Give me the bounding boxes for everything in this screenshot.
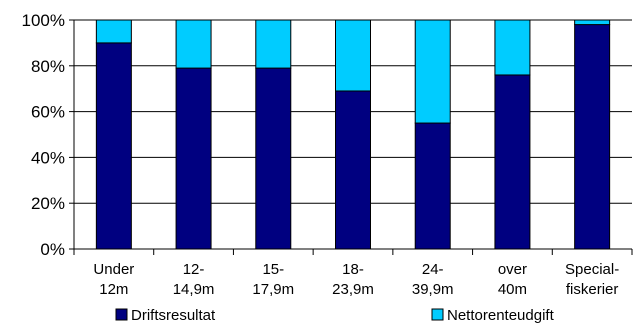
x-tick-label: 24- <box>422 261 444 278</box>
x-tick-label: 39,9m <box>412 281 454 298</box>
legend-swatch <box>431 308 444 321</box>
bar-driftsresultat <box>95 42 132 250</box>
x-tick-label: Special- <box>565 261 619 278</box>
y-tick-label: 60% <box>31 103 65 122</box>
bar-driftsresultat <box>574 24 611 250</box>
x-tick-label: fiskerier <box>566 281 619 298</box>
bar-nettorenteudgift <box>494 19 531 76</box>
x-tick-label: 12m <box>99 281 128 298</box>
y-tick-label: 100% <box>22 11 65 30</box>
x-tick-labels: Under 12m 12- 14,9m 15- 17,9m 18- 23,9m 24- 39,9m… <box>93 261 619 298</box>
bar-nettorenteudgift <box>574 19 611 26</box>
x-tick-label: Under <box>93 261 134 278</box>
y-tick-label: 0% <box>40 240 65 259</box>
bars <box>95 19 611 250</box>
legend-swatch <box>115 308 128 321</box>
x-tick-label: 15- <box>262 261 284 278</box>
bar-nettorenteudgift <box>95 19 132 44</box>
x-tick-label: 17,9m <box>252 281 294 298</box>
y-tick-label: 40% <box>31 148 65 167</box>
bar-nettorenteudgift <box>175 19 212 69</box>
y-tick-labels: 0% 20% 40% 60% 80% 100% <box>22 11 65 259</box>
y-tick-label: 80% <box>31 57 65 76</box>
legend-label: Nettorenteudgift <box>447 307 555 324</box>
bar-driftsresultat <box>494 74 531 250</box>
x-tick-label: 23,9m <box>332 281 374 298</box>
bar-driftsresultat <box>255 67 292 250</box>
bar-nettorenteudgift <box>414 19 451 124</box>
x-tick-label: 14,9m <box>173 281 215 298</box>
legend: Driftsresultat Nettorenteudgift <box>115 307 555 324</box>
bar-driftsresultat <box>175 67 212 250</box>
bar-nettorenteudgift <box>255 19 292 69</box>
bar-driftsresultat <box>335 90 371 250</box>
x-tick-label: over <box>498 261 527 278</box>
x-tick-label: 12- <box>183 261 205 278</box>
x-tick-label: 18- <box>342 261 364 278</box>
x-tick-label: 40m <box>498 281 527 298</box>
axes <box>69 19 633 255</box>
bar-nettorenteudgift <box>335 19 371 92</box>
bar-driftsresultat <box>414 122 451 250</box>
legend-label: Driftsresultat <box>131 307 216 324</box>
y-tick-label: 20% <box>31 194 65 213</box>
